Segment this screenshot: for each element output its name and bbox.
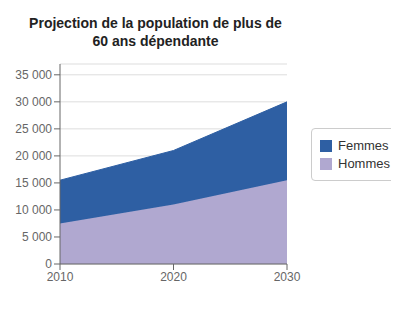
svg-text:30 000: 30 000 <box>15 95 52 109</box>
html-text:Hommes: Hommes <box>338 156 390 171</box>
svg-text:35 000: 35 000 <box>15 68 52 82</box>
svg-text:2030: 2030 <box>274 269 301 283</box>
html-text:60 ans dépendante: 60 ans dépendante <box>92 32 219 49</box>
svg-text:0: 0 <box>45 257 52 271</box>
svg-text:15 000: 15 000 <box>15 176 52 190</box>
svg-text:5 000: 5 000 <box>22 230 52 244</box>
svg-text:20 000: 20 000 <box>15 149 52 163</box>
svg-text:2010: 2010 <box>47 269 74 283</box>
svg-text:25 000: 25 000 <box>15 122 52 136</box>
svg-text:2020: 2020 <box>160 269 187 283</box>
svg-text:10 000: 10 000 <box>15 203 52 217</box>
html-text:Projection de la population de: Projection de la population de plus de <box>29 14 282 31</box>
html-text:Femmes: Femmes <box>338 138 389 153</box>
